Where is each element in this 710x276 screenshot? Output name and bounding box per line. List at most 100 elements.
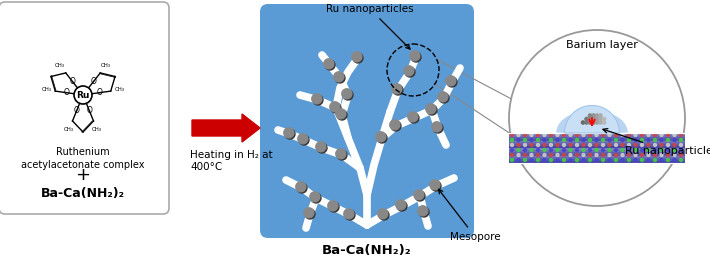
Circle shape	[628, 158, 630, 161]
Circle shape	[653, 144, 657, 147]
Circle shape	[601, 134, 604, 137]
Circle shape	[667, 158, 670, 161]
Circle shape	[614, 158, 618, 161]
Circle shape	[530, 153, 533, 156]
Circle shape	[312, 94, 322, 104]
Circle shape	[634, 139, 637, 142]
Circle shape	[537, 148, 540, 152]
Bar	[509, 140, 685, 142]
Circle shape	[628, 144, 630, 147]
Circle shape	[673, 134, 676, 137]
Circle shape	[562, 148, 565, 152]
Circle shape	[569, 134, 572, 137]
Circle shape	[576, 139, 579, 142]
Circle shape	[439, 93, 449, 103]
Circle shape	[523, 144, 527, 147]
Circle shape	[391, 121, 401, 131]
Circle shape	[317, 143, 327, 153]
Circle shape	[336, 109, 346, 119]
Circle shape	[562, 158, 565, 161]
Circle shape	[409, 113, 419, 123]
Circle shape	[353, 53, 363, 63]
Circle shape	[595, 134, 598, 137]
Circle shape	[537, 153, 540, 156]
Circle shape	[297, 183, 307, 193]
Circle shape	[601, 144, 604, 147]
Circle shape	[404, 66, 414, 76]
Text: Mesopore: Mesopore	[439, 189, 501, 242]
Circle shape	[325, 60, 335, 70]
Circle shape	[599, 117, 602, 121]
Circle shape	[640, 148, 643, 152]
Circle shape	[673, 148, 676, 152]
FancyArrow shape	[192, 114, 260, 142]
Circle shape	[592, 114, 595, 117]
Wedge shape	[564, 105, 620, 133]
Circle shape	[431, 181, 441, 191]
Circle shape	[576, 153, 579, 156]
Circle shape	[430, 180, 439, 190]
Circle shape	[595, 139, 598, 142]
Text: CH₃: CH₃	[92, 127, 102, 132]
Text: CH₃: CH₃	[114, 87, 125, 92]
Circle shape	[537, 134, 540, 137]
Circle shape	[602, 121, 606, 124]
Bar	[509, 142, 685, 144]
Circle shape	[576, 134, 579, 137]
Bar	[509, 152, 685, 154]
Circle shape	[517, 134, 520, 137]
Circle shape	[313, 95, 323, 105]
Circle shape	[297, 134, 308, 144]
Bar	[509, 150, 685, 152]
Circle shape	[679, 144, 682, 147]
Circle shape	[569, 153, 572, 156]
Circle shape	[589, 139, 591, 142]
Circle shape	[432, 122, 442, 132]
Circle shape	[667, 134, 670, 137]
Circle shape	[427, 105, 437, 115]
Circle shape	[595, 148, 598, 152]
Text: O: O	[63, 88, 69, 97]
Circle shape	[608, 134, 611, 137]
Circle shape	[543, 153, 546, 156]
Circle shape	[556, 144, 559, 147]
Circle shape	[331, 103, 341, 113]
Circle shape	[562, 139, 565, 142]
Circle shape	[414, 190, 424, 200]
Circle shape	[614, 134, 618, 137]
Text: CH₃: CH₃	[41, 87, 51, 92]
Circle shape	[608, 144, 611, 147]
Circle shape	[660, 153, 663, 156]
Text: Ba-Ca(NH₂)₂: Ba-Ca(NH₂)₂	[322, 244, 412, 257]
Circle shape	[653, 139, 657, 142]
Text: O: O	[74, 106, 80, 115]
Circle shape	[393, 85, 403, 95]
Circle shape	[550, 134, 552, 137]
Circle shape	[602, 117, 606, 121]
Circle shape	[589, 153, 591, 156]
Bar	[509, 148, 685, 150]
Text: Ru: Ru	[76, 91, 89, 100]
Circle shape	[634, 144, 637, 147]
Circle shape	[419, 207, 429, 217]
Circle shape	[614, 148, 618, 152]
Circle shape	[550, 148, 552, 152]
Text: Ruthenium
acetylacetonate complex: Ruthenium acetylacetonate complex	[21, 147, 145, 170]
Circle shape	[634, 148, 637, 152]
Circle shape	[647, 148, 650, 152]
Circle shape	[510, 134, 513, 137]
Circle shape	[517, 148, 520, 152]
Circle shape	[284, 128, 294, 138]
Circle shape	[304, 208, 314, 218]
Circle shape	[334, 72, 344, 82]
Circle shape	[343, 90, 353, 100]
Circle shape	[397, 201, 407, 211]
Circle shape	[585, 121, 588, 124]
Circle shape	[640, 134, 643, 137]
Circle shape	[599, 114, 602, 117]
Circle shape	[316, 142, 326, 152]
Bar	[509, 157, 685, 159]
Circle shape	[537, 144, 540, 147]
Circle shape	[576, 144, 579, 147]
Circle shape	[550, 144, 552, 147]
